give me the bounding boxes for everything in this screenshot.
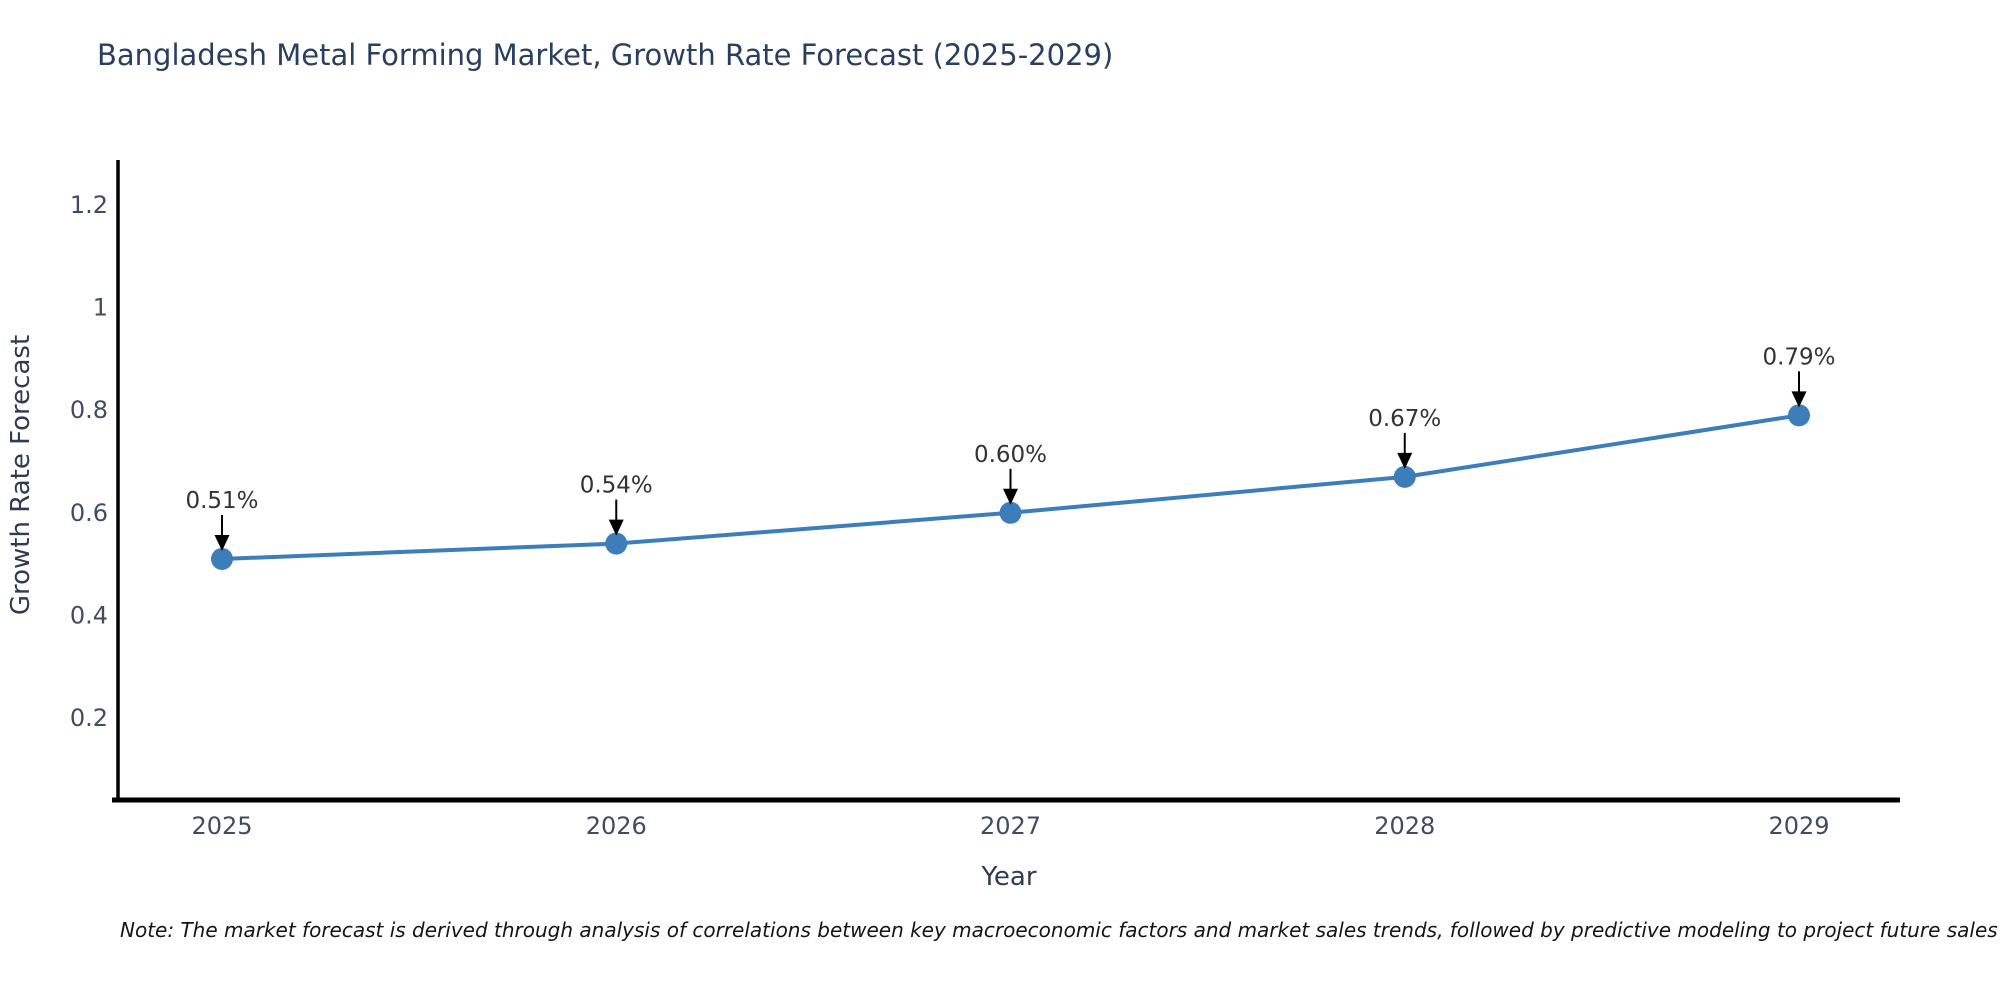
point-annotation-label: 0.51% <box>185 488 258 514</box>
y-tick-label: 0.2 <box>70 704 108 732</box>
data-point-marker <box>1788 404 1810 427</box>
y-tick-label: 1 <box>93 294 108 322</box>
point-annotation-label: 0.54% <box>580 473 653 499</box>
annotation-arrowhead-icon <box>1003 488 1018 505</box>
y-tick-label: 0.6 <box>70 499 108 527</box>
y-tick-label: 1.2 <box>70 191 108 219</box>
data-point-marker <box>1393 465 1416 488</box>
annotation-arrowhead-icon <box>1397 452 1413 469</box>
x-tick-label: 2025 <box>191 812 252 840</box>
x-tick-label: 2027 <box>980 812 1041 840</box>
x-tick-label: 2026 <box>586 812 647 840</box>
y-tick-label: 0.8 <box>70 396 108 424</box>
point-annotation-label: 0.79% <box>1762 344 1835 370</box>
x-tick-label: 2028 <box>1374 812 1435 840</box>
data-point-marker <box>999 501 1022 524</box>
annotation-arrowhead-icon <box>1791 391 1807 408</box>
y-tick-label: 0.4 <box>70 601 108 629</box>
x-tick-label: 2029 <box>1768 812 1829 840</box>
data-point-marker <box>605 532 628 555</box>
x-axis-title: Year <box>980 862 1036 892</box>
chart-footnote: Note: The market forecast is derived thr… <box>120 918 1998 942</box>
y-axis-title: Growth Rate Forecast <box>6 335 36 615</box>
annotation-arrowhead-icon <box>608 519 624 536</box>
annotation-arrowhead-icon <box>214 534 230 551</box>
point-annotation-label: 0.67% <box>1368 406 1441 432</box>
chart-title: Bangladesh Metal Forming Market, Growth … <box>97 38 1114 72</box>
point-annotation-label: 0.60% <box>974 442 1047 468</box>
data-point-marker <box>211 547 233 570</box>
